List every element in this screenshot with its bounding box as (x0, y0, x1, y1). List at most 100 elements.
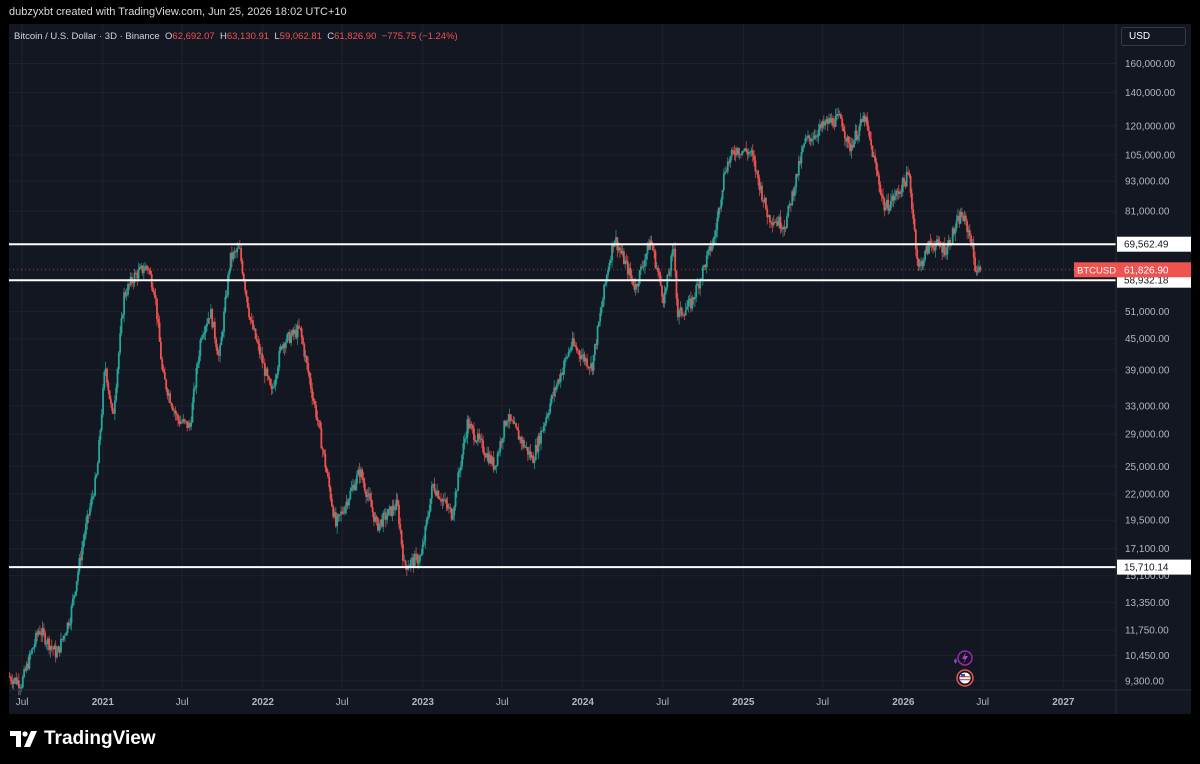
candle-body (219, 345, 221, 356)
candle-body (861, 119, 863, 122)
candle-body (478, 433, 481, 439)
candle-body (104, 368, 107, 372)
candle-body (17, 680, 20, 688)
candle-body (779, 216, 782, 229)
candle-body (625, 260, 628, 262)
price-axis[interactable]: 160,000.00 140,000.00 120,000.00 105,000.00… (1125, 59, 1175, 687)
candle-body (132, 282, 135, 284)
candle-body (338, 514, 341, 516)
candle-body (886, 199, 888, 208)
candle-body (138, 267, 141, 270)
candle-body (383, 512, 386, 514)
candle-body (786, 216, 788, 228)
candle-body (317, 420, 320, 422)
candle-body (500, 441, 503, 443)
candle-body (870, 139, 873, 146)
candle-body (934, 244, 937, 251)
x-tick-label: Jul (336, 697, 349, 708)
candle-body (290, 335, 293, 344)
candle-body (225, 295, 228, 297)
candle-body (958, 215, 961, 224)
candle-body (762, 200, 765, 202)
candle-body (213, 321, 216, 339)
candle-body (682, 315, 684, 316)
candle-body (394, 509, 396, 511)
candle-body (893, 196, 896, 201)
time-axis[interactable]: Jul 2021 Jul 2022 Jul 2023 Jul 2024 Jul 2025 Jul 20… (16, 697, 1075, 708)
candle-body (818, 124, 821, 130)
candle-body (328, 476, 331, 488)
candle-body (889, 200, 892, 209)
candle-body (566, 356, 569, 358)
candle-body (536, 445, 538, 452)
candle-body (278, 350, 281, 368)
candle-body (446, 503, 449, 509)
us-flag-icon[interactable] (956, 669, 974, 687)
x-tick-label: Jul (176, 697, 189, 708)
candle-body (348, 499, 350, 506)
candle-body (704, 264, 707, 268)
change-value: −775.75 (−1.24%) (381, 31, 458, 42)
candle-body (173, 410, 175, 412)
candle-body (361, 469, 364, 479)
candle-body (252, 320, 254, 330)
candle-body (61, 638, 64, 640)
candle-body (653, 250, 656, 252)
candle-body (144, 265, 147, 271)
candle-body (733, 151, 736, 155)
candle-body (445, 499, 448, 504)
candle-body (238, 247, 241, 249)
candle-body (269, 378, 271, 385)
candle-body (273, 386, 275, 388)
candle-body (261, 353, 264, 363)
candle-body (713, 236, 716, 239)
candle-body (943, 244, 946, 256)
candle-body (8, 676, 11, 678)
candle-body (718, 208, 721, 210)
lightning-icon[interactable] (954, 650, 973, 666)
candle-body (203, 333, 206, 336)
candle-body (69, 623, 72, 626)
candle-body (179, 421, 182, 424)
candle-body (670, 255, 673, 272)
candle-body (277, 367, 279, 376)
candle-body (516, 427, 519, 431)
candle-body (575, 346, 578, 350)
x-tick-label: Jul (816, 697, 829, 708)
candle-body (254, 328, 257, 339)
candle-body (765, 197, 767, 210)
candle-body (978, 266, 980, 272)
candle-body (793, 187, 796, 197)
candle-body (469, 423, 471, 429)
candle-body (780, 228, 783, 230)
candle-body (949, 240, 951, 246)
y-tick-label: 105,000.00 (1125, 150, 1175, 161)
y-tick-label: 9,300.00 (1125, 676, 1164, 687)
candle-body (459, 466, 462, 471)
candle-body (96, 463, 99, 475)
candle-body (939, 245, 942, 248)
candle-body (455, 490, 458, 492)
candle-body (548, 412, 550, 416)
candle-body (932, 243, 934, 249)
tradingview-logo[interactable]: TradingView (10, 728, 156, 750)
x-tick-label: 2024 (572, 697, 595, 708)
candle-body (421, 544, 424, 555)
candle-body (959, 211, 962, 224)
candle-body (942, 244, 945, 253)
candle-body (294, 329, 296, 335)
candle-body (687, 300, 690, 307)
candle-body (580, 355, 583, 359)
candle-body (27, 663, 29, 669)
candle-body (275, 375, 278, 380)
candle-body (350, 487, 353, 491)
currency-button[interactable]: USD (1121, 27, 1186, 46)
candle-body (672, 248, 675, 251)
candle-body (463, 439, 466, 444)
candle-body (223, 311, 225, 332)
candle-body (148, 269, 150, 271)
candle-body (833, 125, 836, 127)
candle-body (494, 465, 496, 470)
chart-panel[interactable] (9, 24, 1191, 714)
